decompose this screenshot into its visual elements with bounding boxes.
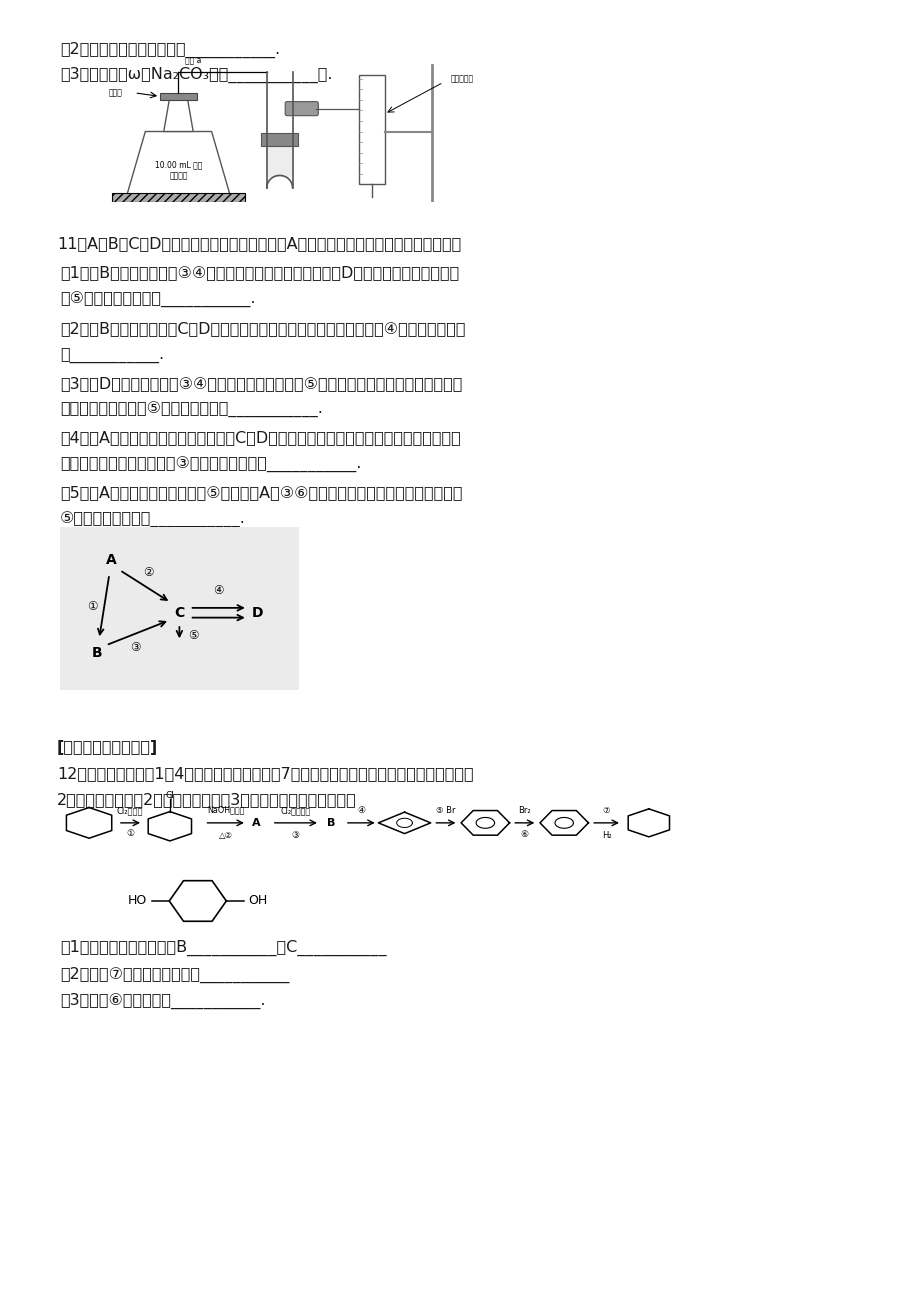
Text: 应的主要气体．写出⑤反应离子方程式___________.: 应的主要气体．写出⑤反应离子方程式___________. [60, 402, 323, 418]
Text: 11．A、B、C、D均为中学化学常见的纯净物，A是单质．它们之间有如下的反应关系：: 11．A、B、C、D均为中学化学常见的纯净物，A是单质．它们之间有如下的反应关系… [57, 237, 460, 251]
Text: （1）化合物的结构简式：B___________，C___________: （1）化合物的结构简式：B___________，C___________ [60, 940, 386, 956]
Text: （3）反应⑥的方程式是___________.: （3）反应⑥的方程式是___________. [60, 993, 265, 1009]
Text: （2）若B是气态氢化物．C、D是氧化物且会造成光化学烟雾污染．写出④反应的化学方程: （2）若B是气态氢化物．C、D是氧化物且会造成光化学烟雾污染．写出④反应的化学方… [60, 322, 465, 336]
Text: [选修五有机化学基础]: [选修五有机化学基础] [57, 740, 158, 755]
Text: 12．从环己烷可制备1，4－环己二醇．下列有关7步反应（其中无机产物都已略去），其中有: 12．从环己烷可制备1，4－环己二醇．下列有关7步反应（其中无机产物都已略去），… [57, 766, 473, 781]
Text: ⑤反应的离子方程式___________.: ⑤反应的离子方程式___________. [60, 512, 245, 527]
Text: 2步属于取代反应，2步属于消去反应，3步属于加成反应．试回答：: 2步属于取代反应，2步属于消去反应，3步属于加成反应．试回答： [57, 792, 357, 807]
Text: （2）反应⑦所用试剂和条件是___________: （2）反应⑦所用试剂和条件是___________ [60, 966, 289, 983]
Text: （2）判断滴定终点的依据是___________.: （2）判断滴定终点的依据是___________. [60, 42, 279, 57]
Text: （3）此法测得ω（Na₂CO₃）＝___________％.: （3）此法测得ω（Na₂CO₃）＝___________％. [60, 66, 332, 82]
Text: （1）若B是淡黄色固体，③④反应均用到同一种液态氢化物．D物质常用于食品工业．写: （1）若B是淡黄色固体，③④反应均用到同一种液态氢化物．D物质常用于食品工业．写 [60, 266, 459, 281]
Text: 式___________.: 式___________. [60, 348, 164, 363]
Text: 族，且溶液均显碑性．写出③反应的化学方程式___________.: 族，且溶液均显碑性．写出③反应的化学方程式___________. [60, 457, 361, 473]
Text: 出⑤反应的化学方程式___________.: 出⑤反应的化学方程式___________. [60, 293, 255, 309]
Text: （3）若D物质具有两性，③④反应均要用强碑溶液，⑤反应是通入过量的一种引起温室效: （3）若D物质具有两性，③④反应均要用强碑溶液，⑤反应是通入过量的一种引起温室效 [60, 375, 461, 391]
Text: （4）若A是太阳能电池用的光伏材料．C、D为钓盐，两种物质中钓、氧外的元素为同一主: （4）若A是太阳能电池用的光伏材料．C、D为钓盐，两种物质中钓、氧外的元素为同一… [60, 430, 460, 445]
Text: （5）若A是应用最广泛的金属．⑤反应用到A，③⑥反应均用到同一种非金属单质．写出: （5）若A是应用最广泛的金属．⑤反应用到A，③⑥反应均用到同一种非金属单质．写出 [60, 486, 462, 500]
